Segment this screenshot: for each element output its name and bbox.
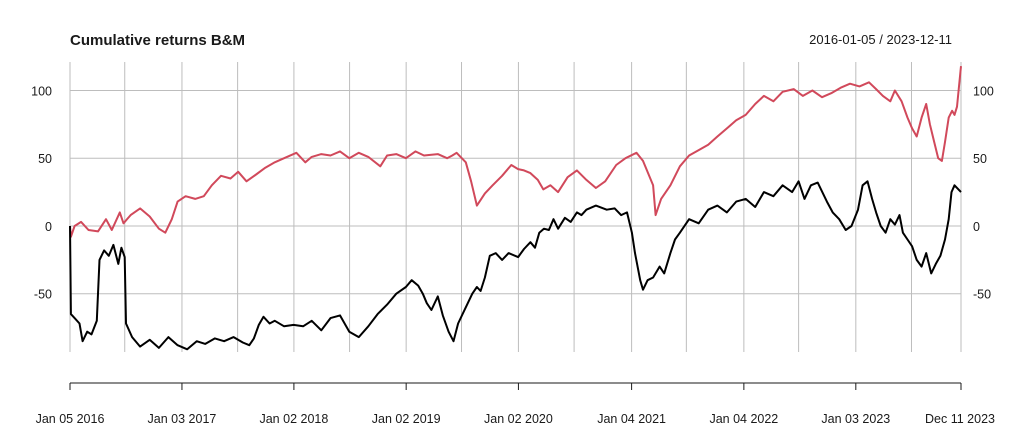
series-line-1 bbox=[69, 66, 962, 238]
y-tick-label-right: -50 bbox=[973, 288, 991, 302]
y-tick-label-right: 0 bbox=[973, 220, 980, 234]
y-tick-label-left: -50 bbox=[34, 288, 52, 302]
y-tick-label-left: 100 bbox=[31, 84, 52, 98]
y-axis-ticks: 100 100 50 50 0 0 -50 -50 bbox=[31, 84, 994, 301]
series-line-2 bbox=[69, 180, 962, 351]
y-tick-label-left: 0 bbox=[45, 220, 52, 234]
y-tick-label-left: 50 bbox=[38, 152, 52, 166]
x-tick-label: Jan 04 2022 bbox=[709, 412, 778, 426]
x-tick-label: Jan 03 2023 bbox=[821, 412, 890, 426]
y-tick-label-right: 50 bbox=[973, 152, 987, 166]
x-tick-label: Jan 02 2018 bbox=[259, 412, 328, 426]
x-tick-label: Jan 02 2019 bbox=[372, 412, 441, 426]
x-tick-label: Jan 04 2021 bbox=[597, 412, 666, 426]
chart-title: Cumulative returns B&M bbox=[70, 32, 245, 49]
x-tick-label: Jan 03 2017 bbox=[148, 412, 217, 426]
x-axis: Jan 05 2016 Jan 03 2017 Jan 02 2018 Jan 02 … bbox=[36, 382, 995, 426]
series-lines bbox=[69, 66, 962, 351]
x-tick-label: Jan 05 2016 bbox=[36, 412, 105, 426]
y-tick-label-right: 100 bbox=[973, 84, 994, 98]
x-tick-label: Dec 11 2023 bbox=[925, 412, 995, 426]
x-tick-label: Jan 02 2020 bbox=[484, 412, 553, 426]
grid bbox=[69, 62, 962, 352]
chart-date-range: 2016-01-05 / 2023-12-11 bbox=[809, 32, 952, 47]
